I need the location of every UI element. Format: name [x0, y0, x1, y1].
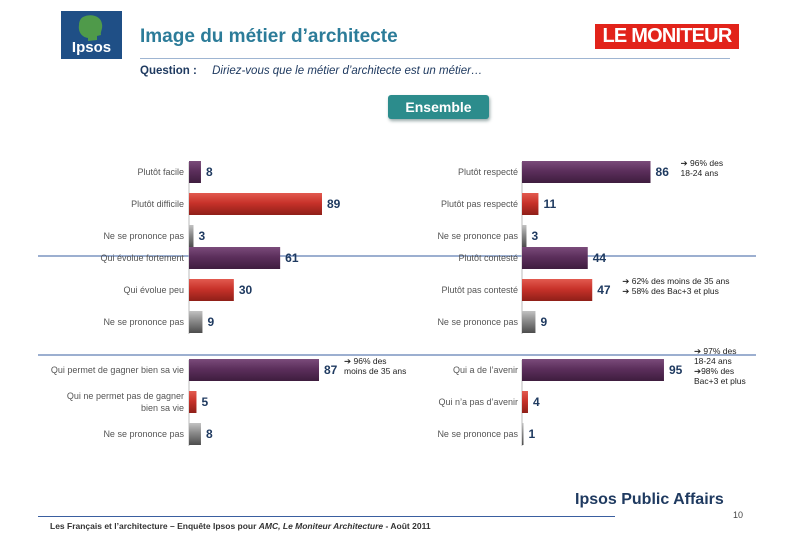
category-label: Ne se prononce pas — [437, 429, 518, 439]
page-number: 10 — [733, 510, 744, 520]
footer-source-part3: - Août 2011 — [383, 521, 431, 531]
category-label: Ne se prononce pas — [103, 231, 184, 241]
value-label: 8 — [206, 165, 213, 179]
category-label: Qui évolue fortement — [100, 253, 184, 263]
footer-source-part2: AMC, Le Moniteur Architecture — [258, 521, 384, 531]
footer-source-part1: Les Français et l’architecture – Enquête… — [50, 521, 259, 531]
bar — [189, 247, 281, 269]
question-line: Question : Diriez-vous que le métier d’a… — [140, 65, 482, 77]
segment-ensemble-button[interactable]: Ensemble — [388, 95, 489, 119]
bar — [189, 359, 320, 381]
annotation-text: 18-24 ans — [681, 168, 719, 178]
value-label: 4 — [533, 395, 540, 409]
page-title: Image du métier d’architecte — [140, 26, 398, 47]
category-label: Ne se prononce pas — [103, 317, 184, 327]
annotation-text: ➔ 97% des — [694, 346, 737, 356]
category-label: bien sa vie — [141, 403, 184, 413]
bar — [522, 225, 527, 247]
footer-divider — [38, 516, 615, 517]
value-label: 9 — [207, 315, 214, 329]
category-label: Plutôt contesté — [458, 253, 518, 263]
footer-brand: Ipsos Public Affairs — [575, 491, 724, 508]
annotation-text: ➔ 96% des — [681, 158, 724, 168]
bar — [189, 423, 201, 445]
value-label: 89 — [327, 197, 341, 211]
bar — [189, 279, 234, 301]
annotation-text: ➔ 96% des — [344, 356, 387, 366]
value-label: 61 — [285, 251, 299, 265]
footer-source: Les Français et l’architecture – Enquête… — [50, 521, 431, 531]
annotation-text: moins de 35 ans — [344, 366, 406, 376]
value-label: 95 — [669, 363, 683, 377]
value-label: 30 — [239, 283, 253, 297]
value-label: 3 — [531, 229, 538, 243]
category-label: Qui ne permet pas de gagner — [67, 391, 184, 401]
ipsos-head-icon — [78, 15, 103, 41]
bar — [189, 161, 201, 183]
bar — [189, 225, 194, 247]
bar — [522, 359, 664, 381]
category-label: Plutôt pas contesté — [441, 285, 518, 295]
annotation-text: ➔ 58% des Bac+3 et plus — [622, 286, 719, 296]
annotation-text: Bac+3 et plus — [694, 376, 746, 386]
bar — [522, 161, 651, 183]
category-label: Ne se prononce pas — [103, 429, 184, 439]
value-label: 8 — [206, 427, 213, 441]
bar — [189, 391, 197, 413]
value-label: 3 — [198, 229, 205, 243]
le-moniteur-logo: LE MONITEUR — [595, 24, 739, 49]
value-label: 44 — [593, 251, 607, 265]
category-label: Plutôt pas respecté — [441, 199, 518, 209]
value-label: 5 — [201, 395, 208, 409]
bar — [189, 311, 203, 333]
value-label: 86 — [656, 165, 670, 179]
value-label: 11 — [543, 197, 556, 211]
bar — [522, 311, 536, 333]
category-label: Qui permet de gagner bien sa vie — [51, 365, 184, 375]
bar — [189, 193, 322, 215]
annotation-text: ➔98% des — [694, 366, 734, 376]
category-label: Plutôt difficile — [131, 199, 184, 209]
value-label: 87 — [324, 363, 338, 377]
category-label: Qui n’a pas d’avenir — [438, 397, 518, 407]
value-label: 9 — [540, 315, 547, 329]
annotation-text: 18-24 ans — [694, 356, 732, 366]
category-label: Qui a de l’avenir — [453, 365, 518, 375]
question-text: Diriez-vous que le métier d’architecte e… — [212, 65, 483, 77]
bar — [522, 247, 588, 269]
annotation-text: ➔ 62% des moins de 35 ans — [622, 276, 729, 286]
category-label: Ne se prononce pas — [437, 231, 518, 241]
bar — [522, 279, 593, 301]
category-label: Ne se prononce pas — [437, 317, 518, 327]
bar — [522, 193, 539, 215]
title-divider — [140, 58, 730, 59]
category-label: Plutôt respecté — [458, 167, 518, 177]
category-label: Plutôt facile — [137, 167, 184, 177]
value-label: 1 — [529, 427, 536, 441]
bar — [522, 391, 528, 413]
ipsos-logo: Ipsos — [61, 11, 122, 59]
category-label: Qui évolue peu — [123, 285, 184, 295]
bar — [522, 423, 524, 445]
logo-text: Ipsos — [71, 39, 112, 56]
value-label: 47 — [597, 283, 611, 297]
question-label: Question : — [140, 65, 197, 77]
